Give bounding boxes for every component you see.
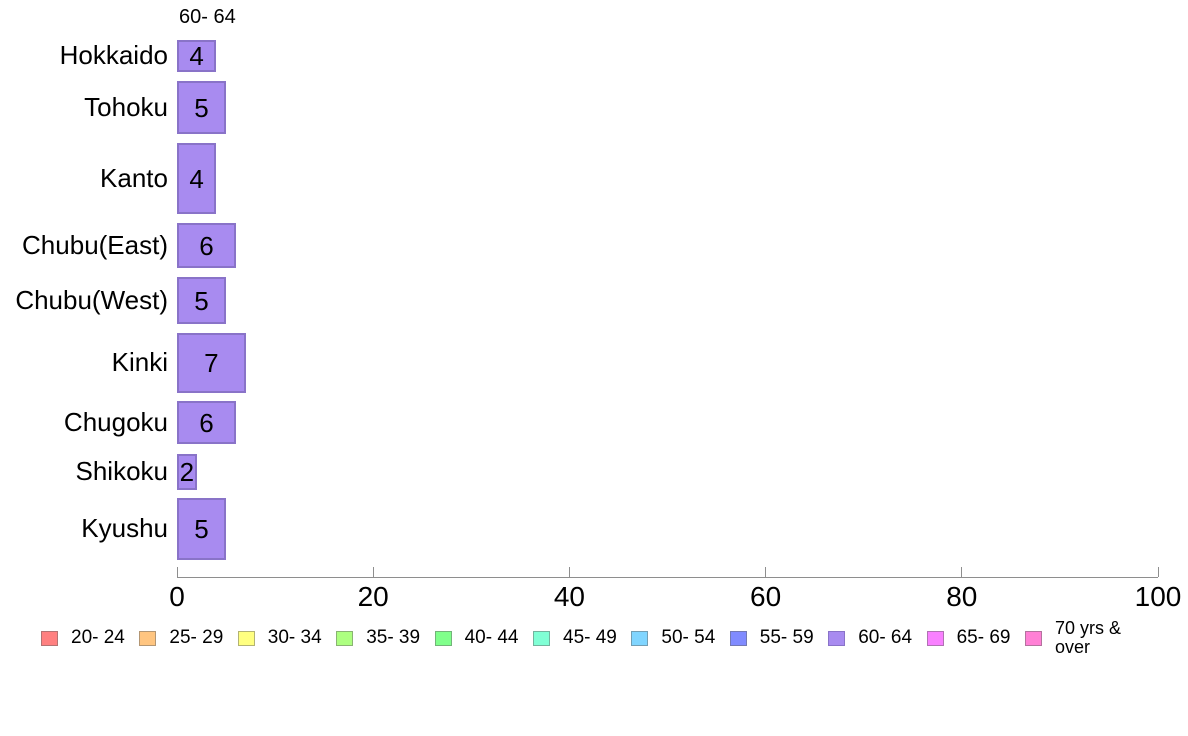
tick-mark [176,567,178,577]
tick-label: 60 [750,581,782,612]
legend-label: 55- 59 [759,627,814,648]
chart-title: 60- 64 [179,6,236,28]
legend-swatch-30-34 [237,630,255,646]
category-label: Kanto [100,162,168,193]
legend-label: 65- 69 [956,627,1011,648]
legend-label: 35- 39 [366,627,421,648]
bar-value-label: 5 [194,285,209,316]
legend-item: 55- 59 [729,622,814,654]
bar-value-label: 7 [204,348,219,378]
category-label: Chubu(West) [15,284,168,315]
bar [177,401,236,444]
tick-mark [961,567,963,577]
bar [177,81,227,134]
legend-item: 20- 24 [41,622,125,654]
bar-value-label: 2 [179,457,195,487]
legend-swatch-55-59 [729,630,747,646]
legend-label: 40- 44 [464,627,519,648]
legend-item: 40- 44 [434,622,519,654]
legend-label: 70 yrs & over [1055,618,1122,657]
tick-mark [372,567,374,577]
legend-label: 20- 24 [71,627,125,648]
tick-label: 0 [169,581,185,612]
legend-swatch-65-69 [926,630,944,646]
category-label: Chugoku [63,406,168,437]
bar-value-label: 4 [189,163,204,194]
bar [177,333,246,393]
bar [177,223,236,268]
category-label: Hokkaido [59,40,168,70]
category-label: Shikoku [75,456,169,486]
legend-swatch-60-64 [828,630,846,646]
bar-value-label: 4 [189,41,204,71]
tick-label: 20 [357,581,389,612]
bar [177,40,217,72]
bar-value-label: 5 [194,514,209,544]
legend-item: 50- 54 [631,622,715,654]
legend-swatch-45-49 [533,630,550,646]
tick-mark [568,567,570,577]
legend-swatch-25-29 [139,630,157,646]
legend-item: 45- 49 [533,622,617,654]
bar-value-label: 5 [194,92,209,123]
legend-item: 25- 29 [139,622,223,654]
legend-item: 70 yrs & over [1025,618,1125,658]
legend-label: 25- 29 [169,627,224,648]
legend-label: 30- 34 [267,627,322,648]
category-label: Chubu(East) [22,229,168,260]
legend-swatch-20-24 [41,630,58,646]
tick-label: 100 [1134,581,1182,612]
bar [177,454,197,490]
tick-label: 40 [553,581,585,612]
legend-item: 65- 69 [926,622,1011,654]
tick-mark [765,567,767,577]
tick-label: 80 [946,581,978,612]
bar [177,143,217,214]
legend-swatch-70-over [1025,630,1042,646]
legend-item: 60- 64 [828,622,912,654]
legend-item: 35- 39 [336,622,420,654]
category-label: Tohoku [84,91,168,122]
category-label: Kyushu [81,513,168,543]
legend-label: 45- 49 [563,627,617,648]
x-axis-line [177,577,1158,578]
legend-label: 50- 54 [661,627,716,648]
legend-label: 60- 64 [858,627,913,648]
category-label: Kinki [111,347,168,377]
bar [177,277,227,324]
legend-swatch-50-54 [631,630,649,646]
bar-value-label: 6 [199,407,214,438]
legend-swatch-40-44 [434,630,452,646]
legend-item: 30- 34 [237,622,322,654]
bar [177,498,227,560]
bar-value-label: 6 [199,230,214,261]
legend-swatch-35-39 [336,630,354,646]
tick-mark [1157,567,1159,577]
